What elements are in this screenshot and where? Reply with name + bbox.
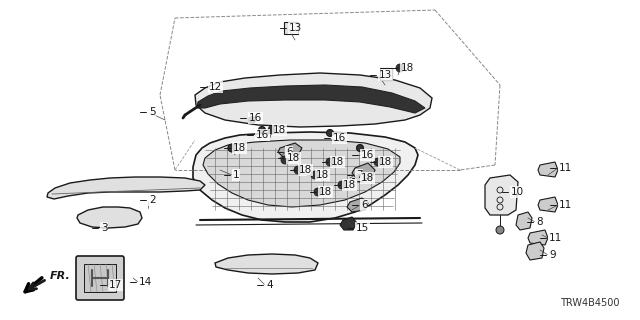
Text: 17: 17	[109, 280, 122, 290]
Text: 18: 18	[316, 170, 329, 180]
Text: 18: 18	[319, 187, 332, 197]
Text: 18: 18	[361, 173, 374, 183]
Text: 18: 18	[233, 143, 246, 153]
Text: 9: 9	[549, 250, 556, 260]
Text: 18: 18	[331, 157, 344, 167]
Text: 18: 18	[299, 165, 312, 175]
Circle shape	[281, 156, 289, 164]
Circle shape	[396, 64, 404, 72]
Text: 18: 18	[343, 180, 356, 190]
Polygon shape	[195, 73, 432, 127]
Text: 18: 18	[379, 157, 392, 167]
Circle shape	[228, 144, 236, 152]
Text: 6: 6	[286, 147, 292, 157]
Polygon shape	[203, 140, 400, 207]
Circle shape	[248, 116, 255, 124]
Text: 13: 13	[379, 70, 392, 80]
Text: 11: 11	[559, 200, 572, 210]
Circle shape	[326, 130, 333, 137]
Bar	[84, 264, 116, 292]
Text: 8: 8	[536, 217, 543, 227]
Text: 18: 18	[273, 125, 286, 135]
Polygon shape	[538, 197, 558, 212]
FancyBboxPatch shape	[76, 256, 124, 300]
Bar	[284, 22, 298, 34]
Text: 13: 13	[289, 23, 302, 33]
Circle shape	[314, 188, 322, 196]
Polygon shape	[197, 85, 425, 113]
Polygon shape	[347, 198, 368, 212]
Text: 7: 7	[356, 170, 363, 180]
Polygon shape	[352, 163, 375, 180]
Polygon shape	[47, 177, 205, 199]
Bar	[380, 68, 392, 80]
Circle shape	[268, 126, 276, 134]
Text: 1: 1	[233, 170, 239, 180]
Text: 16: 16	[256, 130, 269, 140]
Circle shape	[259, 126, 266, 133]
Text: 10: 10	[511, 187, 524, 197]
Circle shape	[374, 158, 382, 166]
Text: 11: 11	[549, 233, 563, 243]
Polygon shape	[215, 254, 318, 274]
Text: 15: 15	[356, 223, 369, 233]
Circle shape	[228, 144, 236, 152]
Text: 6: 6	[361, 200, 367, 210]
Circle shape	[496, 226, 504, 234]
Circle shape	[338, 181, 346, 189]
Polygon shape	[538, 162, 558, 177]
Circle shape	[326, 158, 334, 166]
Polygon shape	[528, 230, 548, 245]
Text: FR.: FR.	[50, 271, 71, 281]
Polygon shape	[278, 143, 302, 157]
Text: 2: 2	[149, 195, 156, 205]
Text: TRW4B4500: TRW4B4500	[561, 298, 620, 308]
Text: 12: 12	[209, 82, 222, 92]
Text: 11: 11	[559, 163, 572, 173]
Circle shape	[294, 166, 302, 174]
Polygon shape	[526, 242, 544, 260]
Text: 16: 16	[249, 113, 262, 123]
Text: 5: 5	[149, 107, 156, 117]
Text: 18: 18	[401, 63, 414, 73]
Circle shape	[356, 145, 364, 151]
Circle shape	[356, 174, 364, 182]
Text: 3: 3	[101, 223, 108, 233]
Text: 14: 14	[139, 277, 152, 287]
Polygon shape	[516, 212, 532, 230]
Text: 18: 18	[287, 153, 300, 163]
Polygon shape	[485, 175, 518, 215]
Polygon shape	[340, 217, 357, 230]
Text: 16: 16	[333, 133, 346, 143]
Polygon shape	[77, 207, 142, 228]
Text: 16: 16	[361, 150, 374, 160]
Text: 4: 4	[266, 280, 273, 290]
Circle shape	[311, 171, 319, 179]
Polygon shape	[193, 132, 418, 222]
